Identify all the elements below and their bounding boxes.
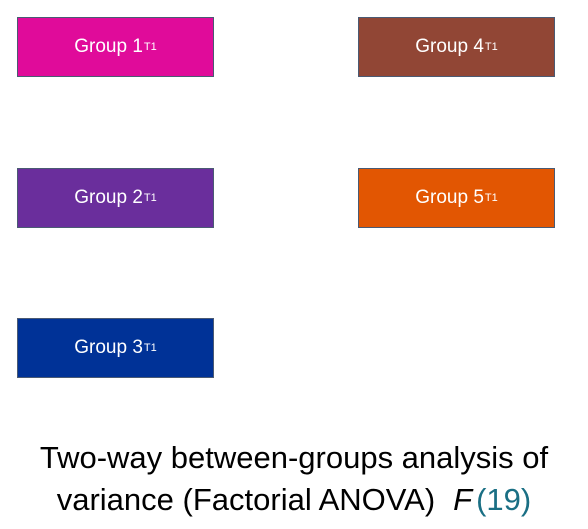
group-3-label: Group 3 [74, 337, 143, 358]
group-5-box: Group 5 T1 [358, 168, 555, 228]
group-2-box: Group 2 T1 [17, 168, 214, 228]
reference-number: (19) [476, 482, 532, 517]
group-4-box: Group 4 T1 [358, 17, 555, 77]
group-3-box: Group 3 T1 [17, 318, 214, 378]
f-symbol: F [453, 482, 473, 517]
group-4-subscript: T1 [484, 41, 498, 53]
caption: Two-way between-groups analysis of varia… [0, 437, 588, 521]
group-2-label: Group 2 [74, 187, 143, 208]
caption-line-2: variance (Factorial ANOVA) F (19) [0, 479, 588, 521]
group-2-subscript: T1 [143, 192, 157, 204]
group-4-label: Group 4 [415, 36, 484, 57]
caption-line-2-text: variance (Factorial ANOVA) [56, 482, 436, 517]
group-1-label: Group 1 [74, 36, 143, 57]
group-5-label: Group 5 [415, 187, 484, 208]
group-1-subscript: T1 [143, 41, 157, 53]
group-3-subscript: T1 [143, 342, 157, 354]
caption-line-1: Two-way between-groups analysis of [39, 440, 549, 475]
group-1-box: Group 1 T1 [17, 17, 214, 77]
group-5-subscript: T1 [484, 192, 498, 204]
